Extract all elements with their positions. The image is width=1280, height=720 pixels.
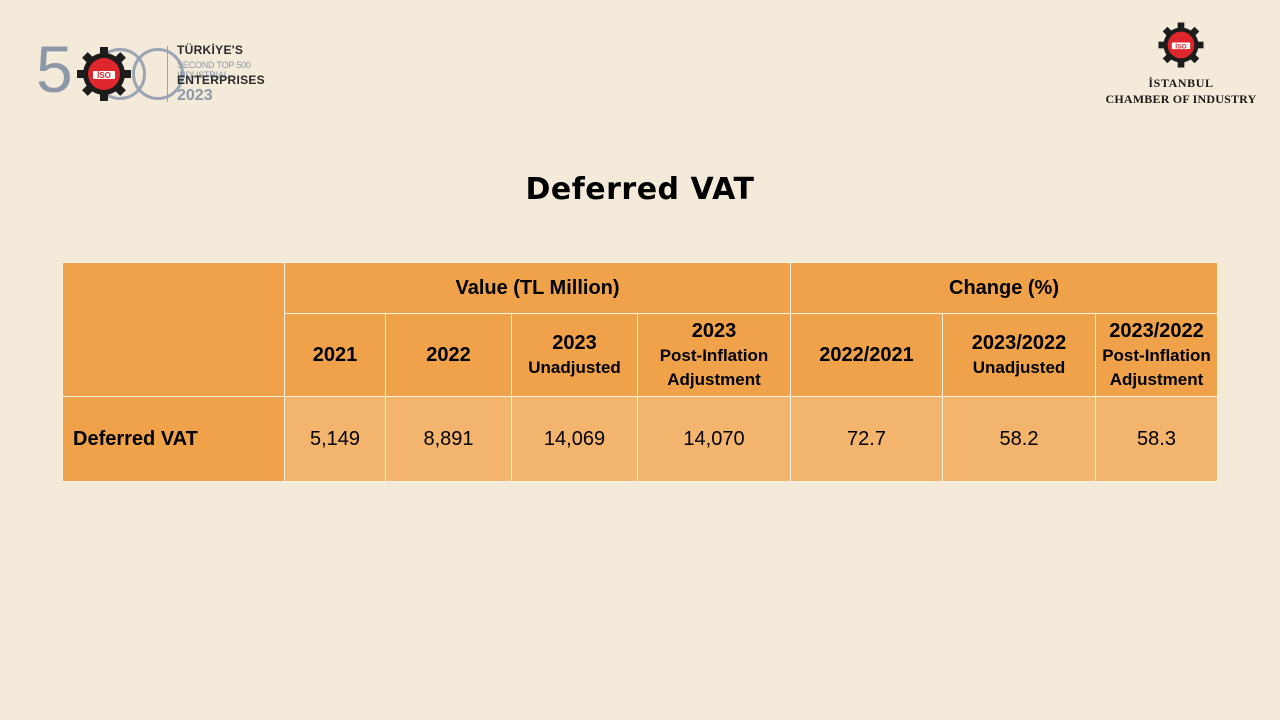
header-corner-cell [62, 262, 285, 397]
column-header-2023-adjusted: 2023 Post-Inflation Adjustment [637, 313, 791, 397]
column-header-2022-2021: 2022/2021 [790, 313, 943, 397]
column-header-main: 2023/2022 [971, 331, 1067, 354]
cell-value-2023-adjusted: 14,070 [637, 396, 791, 482]
cell-value-2022: 8,891 [385, 396, 512, 482]
logo-line-second: SECOND TOP 500 INDUSTRIAL [177, 60, 251, 80]
column-header-main: 2021 [312, 343, 358, 366]
istanbul-chamber-logo: İSO İSTANBUL CHAMBER OF INDUSTRY [1098, 20, 1264, 110]
cell-value-2023-unadjusted: 14,069 [511, 396, 638, 482]
column-header-main: 2023/2022 [1109, 319, 1204, 342]
row-label: Deferred VAT [62, 396, 285, 482]
deferred-vat-table: Value (TL Million) Change (%) 2021 2022 … [62, 262, 1218, 482]
logo-ring-2 [132, 48, 184, 100]
top500-logo: 5 İSO TÜRKİYE'S SECOND TOP 500 INDUSTRIA… [36, 34, 296, 110]
column-header-2021: 2021 [284, 313, 386, 397]
chamber-name-line2: CHAMBER OF INDUSTRY [1105, 92, 1257, 106]
logo-number-five: 5 [36, 32, 73, 106]
page-title: Deferred VAT [525, 172, 755, 207]
chamber-name-line1: İSTANBUL [1148, 76, 1214, 90]
column-header-sub: Post-Inflation Adjustment [659, 345, 769, 389]
column-header-2023-2022-unadjusted: 2023/2022 Unadjusted [942, 313, 1096, 397]
column-header-sub: Unadjusted [972, 357, 1066, 377]
column-header-main: 2023 [552, 331, 597, 354]
cell-change-2023-2022-adjusted: 58.3 [1095, 396, 1218, 482]
logo-line-year: 2023 [177, 87, 213, 104]
group-header-value: Value (TL Million) [284, 262, 791, 314]
logo-line-enterprises: ENTERPRISES [177, 73, 265, 87]
cell-change-2023-2022-unadjusted: 58.2 [942, 396, 1096, 482]
column-header-sub: Post-Inflation Adjustment [1102, 345, 1211, 389]
column-header-sub: Unadjusted [528, 357, 621, 377]
column-header-2023-unadjusted: 2023 Unadjusted [511, 313, 638, 397]
table-row: Deferred VAT 5,149 8,891 14,069 14,070 7… [62, 396, 1218, 482]
iso-gear-icon: İSO [77, 47, 131, 101]
column-header-main: 2022/2021 [819, 343, 914, 366]
logo-badge-text: İSO [97, 71, 111, 80]
column-header-2023-2022-adjusted: 2023/2022 Post-Inflation Adjustment [1095, 313, 1218, 397]
logo-line-turkiye: TÜRKİYE'S [177, 43, 244, 57]
column-header-main: 2023 [691, 319, 737, 342]
iso-gear-icon: İSO [1158, 22, 1204, 68]
column-header-2022: 2022 [385, 313, 512, 397]
cell-change-2022-2021: 72.7 [790, 396, 943, 482]
group-header-change: Change (%) [790, 262, 1218, 314]
column-header-main: 2022 [426, 343, 471, 366]
logo-divider [167, 46, 168, 102]
iso-badge-text: İSO [1175, 41, 1186, 50]
cell-value-2021: 5,149 [284, 396, 386, 482]
